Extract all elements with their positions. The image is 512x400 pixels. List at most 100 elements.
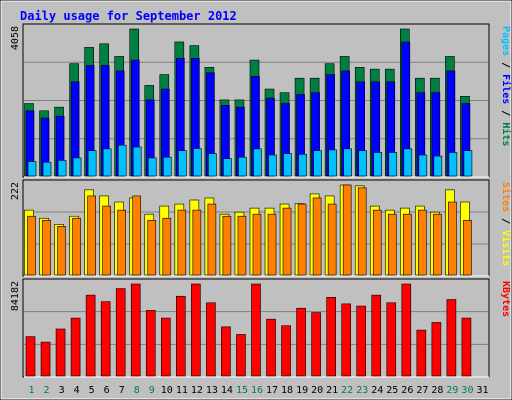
bar-sites-day-30 (463, 219, 472, 276)
bar-kbytes-day-15 (236, 334, 246, 377)
bar-kbytes-day-23 (356, 305, 367, 377)
legend-entry: Sites (500, 182, 512, 212)
bar-pages-day-14 (223, 158, 232, 177)
legend-entry: Visits (500, 230, 512, 266)
bar-pages-day-21 (328, 149, 337, 177)
bar-sites-day-25 (387, 213, 397, 276)
bar-kbytes-day-3 (55, 328, 66, 377)
panel-legend: Sites / Visits (500, 182, 512, 266)
bar-sites-day-13 (207, 203, 217, 276)
day-label-13: 13 (206, 385, 218, 396)
y-max-label: 222 (10, 182, 21, 200)
bar-sites-day-1 (27, 215, 36, 276)
bar-kbytes-day-14 (221, 326, 231, 377)
day-label-16: 16 (251, 385, 263, 396)
bar-pages-day-12 (193, 148, 202, 177)
day-label-18: 18 (281, 385, 293, 396)
y-max-label: 84182 (10, 281, 21, 311)
day-label-23: 23 (356, 385, 368, 396)
bar-sites-day-12 (192, 209, 202, 276)
bar-sites-day-18 (282, 207, 292, 276)
bar-kbytes-day-11 (176, 295, 186, 377)
bar-kbytes-day-7 (115, 288, 126, 377)
bar-pages-day-18 (283, 153, 292, 177)
day-label-19: 19 (296, 385, 308, 396)
bar-pages-day-23 (358, 150, 368, 177)
bar-kbytes-day-20 (311, 312, 321, 377)
bar-pages-day-25 (388, 152, 398, 177)
day-label-21: 21 (326, 385, 338, 396)
bar-sites-day-21 (327, 203, 337, 276)
bar-kbytes-day-28 (431, 322, 442, 377)
bar-pages-day-30 (463, 150, 473, 177)
day-label-28: 28 (431, 385, 443, 396)
day-label-15: 15 (236, 385, 248, 396)
bar-pages-day-6 (102, 148, 112, 177)
bar-sites-day-3 (57, 226, 66, 276)
bar-pages-day-17 (268, 154, 277, 177)
bar-pages-day-9 (147, 157, 157, 177)
bar-sites-day-9 (147, 219, 157, 276)
bar-pages-day-20 (313, 150, 322, 177)
bar-sites-day-14 (222, 215, 232, 276)
bar-sites-day-8 (132, 195, 142, 276)
bar-pages-day-8 (132, 146, 142, 177)
bar-pages-day-11 (178, 150, 187, 177)
bar-kbytes-day-13 (206, 302, 216, 377)
bar-kbytes-day-16 (251, 283, 261, 377)
legend-entry: / (500, 56, 511, 74)
bar-kbytes-day-8 (130, 283, 141, 377)
panel-kbytes: 84182 KBytes (10, 278, 511, 378)
bar-sites-day-15 (237, 215, 247, 276)
legend-entry: Files (500, 74, 512, 104)
bar-pages-day-3 (57, 160, 67, 177)
bar-sites-day-23 (357, 187, 367, 276)
bar-sites-day-22 (342, 184, 352, 276)
day-label-11: 11 (176, 385, 188, 396)
x-axis-day-labels: 1 2 3 4 5 6 7 8 9 10 11 12 13 14 15 16 17 18 19 20 21 22 23 24 2… (29, 385, 489, 396)
legend-entry: KBytes (500, 281, 511, 317)
bar-kbytes-day-29 (446, 299, 457, 377)
bar-kbytes-day-17 (266, 318, 276, 377)
panel-legend: Pages / Files / Hits (500, 26, 512, 146)
bar-pages-day-1 (27, 161, 37, 177)
bar-sites-day-6 (102, 205, 111, 276)
bar-kbytes-day-19 (296, 307, 306, 377)
day-label-20: 20 (311, 385, 323, 396)
legend-entry: / (500, 104, 511, 122)
bar-pages-day-24 (373, 152, 383, 177)
bar-pages-day-22 (343, 148, 352, 177)
day-label-14: 14 (221, 385, 233, 396)
day-label-17: 17 (266, 385, 278, 396)
bar-pages-day-2 (42, 161, 52, 177)
bar-pages-day-26 (403, 148, 413, 177)
bar-kbytes-day-27 (416, 329, 427, 377)
bar-pages-day-28 (433, 155, 443, 177)
bar-sites-day-29 (448, 201, 457, 276)
day-label-30: 30 (461, 385, 473, 396)
panel-sites-visits: 222 Sites / Visits (10, 179, 512, 277)
day-label-24: 24 (371, 385, 383, 396)
bar-sites-day-26 (403, 213, 412, 276)
bar-pages-day-13 (208, 153, 217, 177)
bar-kbytes-day-5 (85, 294, 96, 377)
bar-sites-day-2 (42, 219, 51, 276)
chart-title: Daily usage for September 2012 (20, 9, 237, 23)
bar-pages-day-19 (298, 153, 307, 177)
bar-pages-day-10 (162, 156, 172, 177)
bar-sites-day-24 (372, 209, 382, 276)
bar-kbytes-day-12 (191, 283, 201, 377)
bar-kbytes-day-22 (341, 303, 351, 377)
day-label-25: 25 (386, 385, 398, 396)
bar-sites-day-16 (252, 213, 262, 276)
bar-sites-day-5 (87, 195, 96, 276)
bar-kbytes-day-6 (100, 301, 111, 377)
day-label-7: 7 (119, 385, 125, 396)
bar-pages-day-4 (72, 157, 82, 177)
day-label-12: 12 (191, 385, 203, 396)
bar-pages-day-5 (87, 150, 97, 177)
bar-kbytes-day-2 (40, 341, 51, 377)
bar-sites-day-7 (117, 209, 126, 276)
